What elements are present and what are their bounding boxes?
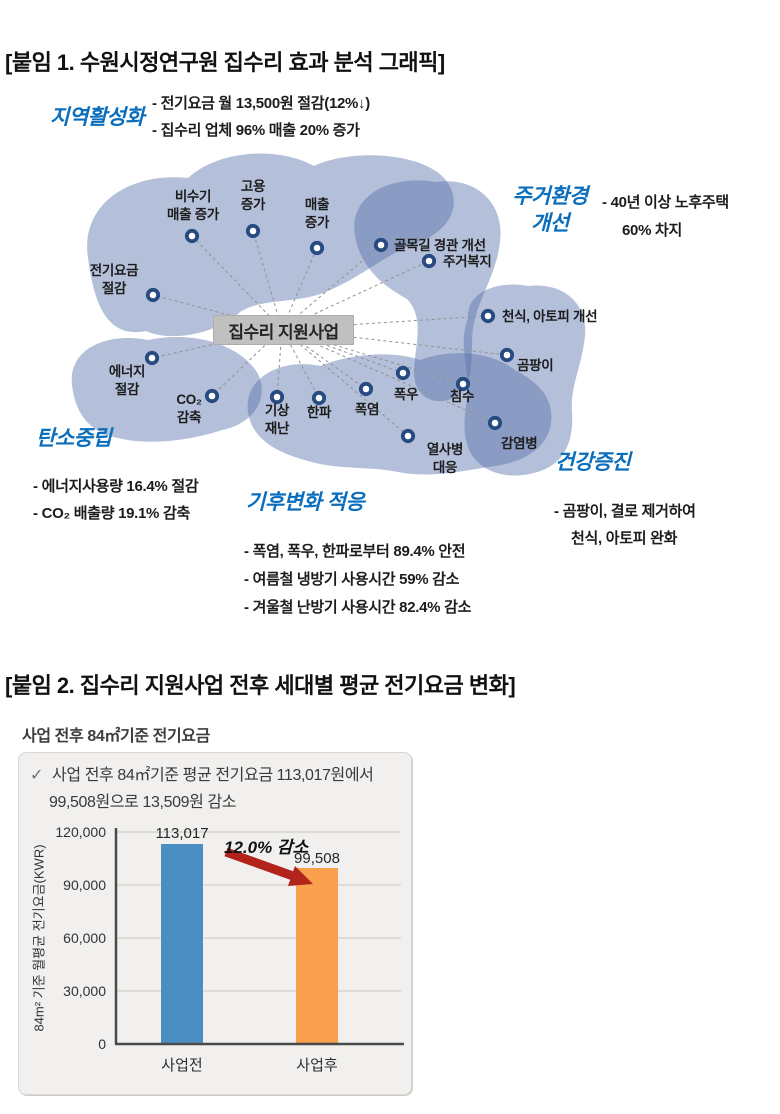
trend-arrow-shaft: [224, 847, 295, 881]
node-circle-8: [144, 350, 160, 366]
ytick-60000: 60,000: [63, 930, 106, 946]
chart-note-text1: 사업 전후 84㎡기준 평균 전기요금 113,017원에서: [52, 767, 374, 784]
ytick-0: 0: [98, 1036, 106, 1052]
blob-housing: [354, 180, 501, 402]
diagram-center-box: 집수리 지원사업: [213, 315, 354, 345]
node-circle-5: [421, 253, 437, 269]
bullet-climate-3: - 겨울철 난방기 사용시간 82.4% 감소: [244, 599, 472, 616]
bar-사업전: [161, 844, 203, 1044]
node-label-weather-disaster: 기상 재난: [264, 403, 290, 436]
bullet-housing-1: - 40년 이상 노후주택: [602, 194, 729, 211]
bullet-climate-1: - 폭염, 폭우, 한파로부터 89.4% 안전: [244, 543, 466, 560]
chart-note-line1: ✓ 사업 전후 84㎡기준 평균 전기요금 113,017원에서: [30, 761, 374, 785]
node-circle-15: [400, 428, 416, 444]
node-circle-1: [245, 223, 261, 239]
bullet-health-2: 천식, 아토피 완화: [571, 530, 678, 547]
chart-note-line2: 99,508원으로 13,509원 감소: [49, 794, 237, 811]
blob-carbon: [71, 337, 262, 442]
cluster-heading-regional: 지역활성화: [50, 106, 145, 129]
xtick-after: 사업후: [296, 1057, 338, 1074]
connector-line-12: [281, 328, 367, 390]
node-label-employment: 고용 증가: [240, 179, 266, 212]
node-label-mold: 곰팡이: [517, 358, 554, 373]
section2-title: [붙임 2. 집수리 지원사업 전후 세대별 평균 전기요금 변화]: [5, 673, 516, 698]
blob-regional: [87, 153, 454, 337]
node-circle-9: [204, 388, 220, 404]
node-label-cold-wave: 한파: [306, 405, 332, 420]
node-label-co2-reduction: CO₂ 감축: [176, 392, 202, 425]
bullet-housing-2: 60% 차지: [622, 222, 682, 239]
xtick-before: 사업전: [161, 1057, 203, 1074]
bullet-climate-2: - 여름철 냉방기 사용시간 59% 감소: [244, 571, 460, 588]
node-circle-11: [311, 390, 327, 406]
bullet-regional-2: - 집수리 업체 96% 매출 20% 증가: [152, 122, 360, 139]
node-label-housing-welfare: 주거복지: [443, 254, 492, 269]
node-label-heat-wave: 폭염: [354, 402, 380, 417]
bar-value-after: 99,508: [294, 850, 340, 867]
node-label-asthma-improvement: 천식, 아토피 개선: [502, 309, 598, 324]
ytick-120000: 120,000: [55, 824, 106, 840]
chart-panel: [18, 752, 412, 1095]
blob-climate: [247, 353, 552, 475]
node-circle-13: [395, 365, 411, 381]
node-label-flood: 침수: [449, 389, 475, 404]
trend-arrow-head: [288, 866, 313, 886]
ytick-90000: 90,000: [63, 877, 106, 893]
node-circle-4: [373, 237, 389, 253]
node-label-heavy-rain: 폭우: [393, 387, 419, 402]
bar-value-before: 113,017: [155, 825, 209, 842]
ytick-30000: 30,000: [63, 983, 106, 999]
connector-line-6: [281, 315, 489, 330]
decrease-annotation: 12.0% 감소: [224, 838, 309, 857]
node-circle-14: [455, 376, 471, 392]
section1-title: [붙임 1. 수원시정연구원 집수리 효과 분석 그래픽]: [5, 50, 445, 75]
node-label-heat-illness: 열사병 대응: [426, 442, 464, 475]
bullet-health-1: - 곰팡이, 결로 제거하여: [554, 503, 696, 520]
node-circle-16: [487, 415, 503, 431]
node-label-electricity-saving: 전기요금 절감: [89, 263, 139, 296]
node-circle-10: [269, 389, 285, 405]
node-label-alley-improvement: 골목길 경관 개선: [394, 238, 486, 253]
bar-사업후: [296, 868, 338, 1044]
node-circle-0: [184, 228, 200, 244]
node-circle-12: [358, 381, 374, 397]
bullet-carbon-2: - CO₂ 배출량 19.1% 감축: [33, 505, 190, 522]
node-label-sales-increase: 매출 증가: [304, 197, 330, 230]
cluster-heading-housing: 주거환경 개선: [512, 185, 588, 235]
cluster-heading-health: 건강증진: [555, 451, 631, 474]
node-circle-6: [480, 308, 496, 324]
bullet-regional-1: - 전기요금 월 13,500원 절감(12%↓): [152, 95, 370, 112]
chart-subtitle: 사업 전후 84㎡기준 전기요금: [22, 728, 210, 745]
node-circle-7: [499, 347, 515, 363]
y-axis-title: 84m² 기준 월평균 전기요금(KWR): [31, 844, 47, 1032]
node-label-offseason-sales: 비수기 매출 증가: [167, 189, 219, 222]
cluster-heading-climate: 기후변화 적응: [246, 491, 365, 514]
connector-line-10: [276, 328, 283, 398]
node-label-infectious-disease: 감염병: [501, 436, 538, 451]
connector-line-3: [152, 294, 283, 330]
bullet-carbon-1: - 에너지사용량 16.4% 절감: [33, 478, 199, 495]
cluster-heading-carbon: 탄소중립: [36, 427, 112, 450]
connector-line-1: [252, 230, 283, 330]
connector-line-4: [281, 244, 382, 330]
connector-line-9: [211, 328, 283, 397]
node-label-energy-saving: 에너지 절감: [108, 364, 146, 397]
checkmark-icon: ✓: [30, 767, 44, 784]
node-circle-3: [145, 287, 161, 303]
node-circle-2: [309, 240, 325, 256]
